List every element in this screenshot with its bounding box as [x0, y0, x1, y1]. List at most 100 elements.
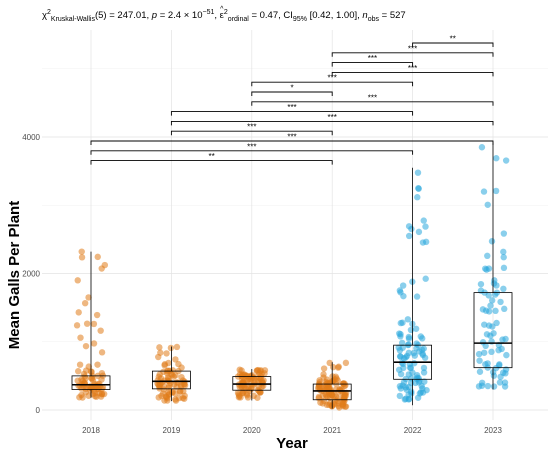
data-point	[320, 365, 328, 372]
data-point	[396, 353, 404, 360]
chart-subtitle: χ2Kruskal-Wallis(5) = 247.01, p = 2.4 × …	[42, 9, 406, 23]
data-point	[156, 344, 163, 351]
y-tick-label: 4000	[22, 133, 40, 142]
data-point	[253, 367, 261, 375]
data-point	[484, 252, 491, 260]
data-point	[476, 368, 484, 375]
data-point	[169, 388, 176, 396]
data-point	[502, 157, 510, 164]
data-point	[405, 391, 412, 398]
data-point	[479, 339, 487, 346]
data-point	[336, 404, 343, 411]
data-point	[329, 363, 337, 371]
data-point	[73, 322, 81, 329]
data-point	[94, 361, 101, 368]
data-point	[484, 382, 492, 390]
data-point	[100, 390, 108, 398]
significance-bracket	[331, 62, 414, 67]
data-point	[237, 394, 244, 401]
significance-label: ***	[368, 54, 377, 63]
x-tick-label: 2023	[484, 426, 502, 435]
x-tick-label: 2019	[163, 426, 181, 435]
data-point	[74, 368, 82, 375]
data-point	[83, 320, 91, 327]
data-point	[244, 384, 252, 391]
significance-bracket	[90, 150, 414, 155]
data-point	[417, 333, 424, 340]
data-point	[155, 394, 162, 401]
data-point	[86, 386, 94, 394]
data-point	[493, 319, 500, 327]
significance-bracket	[90, 140, 494, 145]
data-point	[407, 326, 415, 334]
data-point	[315, 383, 322, 391]
data-point	[490, 383, 498, 390]
data-point	[419, 350, 426, 357]
significance-label: **	[208, 152, 214, 161]
jitter-points	[73, 144, 510, 411]
data-point	[488, 238, 496, 245]
data-point	[157, 349, 164, 356]
data-point	[481, 321, 488, 328]
data-point	[405, 223, 413, 230]
data-point	[78, 254, 86, 261]
significance-label: ***	[328, 113, 337, 122]
data-point	[334, 364, 342, 371]
significance-bracket	[251, 81, 414, 87]
significance-bracket	[170, 111, 414, 116]
data-point	[85, 294, 92, 301]
significance-bracket	[251, 91, 333, 96]
x-tick-label: 2021	[323, 426, 341, 435]
data-point	[492, 307, 499, 315]
data-point	[414, 194, 421, 201]
y-tick-labels: 0 2000 4000	[22, 133, 40, 415]
data-point	[165, 384, 172, 391]
data-point	[476, 357, 483, 364]
data-point	[475, 350, 483, 358]
data-point	[500, 230, 508, 237]
data-point	[341, 392, 349, 400]
data-point	[414, 394, 422, 401]
significance-label: ***	[328, 74, 337, 83]
significance-label: **	[450, 35, 456, 44]
data-point	[414, 169, 422, 176]
data-point	[412, 379, 419, 387]
data-point	[163, 350, 170, 357]
data-point	[255, 383, 262, 390]
data-point	[502, 366, 510, 373]
box-2019	[151, 370, 191, 390]
data-point	[420, 369, 428, 376]
x-tick-label: 2022	[404, 426, 422, 435]
data-point	[75, 382, 82, 389]
x-axis-title: Year	[276, 435, 308, 452]
data-point	[161, 361, 169, 368]
data-point	[490, 330, 497, 337]
data-point	[413, 340, 420, 347]
data-point	[493, 282, 500, 289]
data-point	[93, 393, 100, 400]
data-point	[421, 378, 428, 385]
data-point	[173, 343, 181, 351]
data-point	[420, 217, 427, 224]
data-point	[497, 298, 504, 306]
data-point	[478, 144, 486, 151]
data-point	[396, 330, 403, 337]
data-point	[157, 375, 165, 382]
significance-bracket	[170, 130, 333, 136]
significance-bracket	[90, 160, 333, 165]
data-point	[413, 293, 421, 300]
x-tick-label: 2018	[82, 426, 100, 435]
data-point	[484, 360, 491, 367]
data-point	[396, 392, 404, 400]
data-point	[181, 381, 188, 388]
data-point	[93, 382, 101, 390]
data-point	[412, 325, 420, 332]
data-point	[167, 344, 175, 352]
data-point	[342, 382, 349, 389]
data-point	[76, 361, 84, 368]
data-point	[98, 349, 106, 356]
data-point	[502, 335, 509, 343]
data-point	[399, 382, 406, 389]
data-point	[489, 323, 496, 330]
